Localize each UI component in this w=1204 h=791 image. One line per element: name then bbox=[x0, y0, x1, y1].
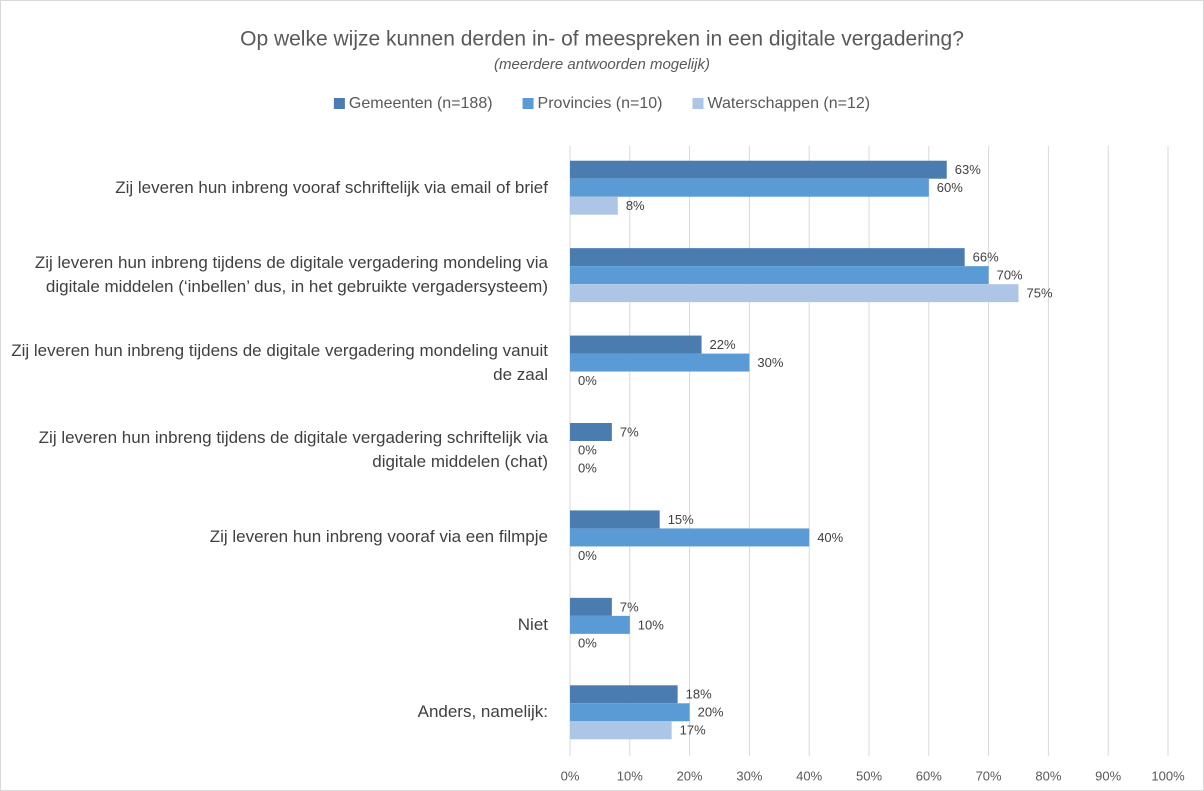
x-tick-label: 80% bbox=[1035, 768, 1061, 783]
data-label: 63% bbox=[955, 162, 981, 177]
data-label: 7% bbox=[620, 599, 639, 614]
chart-title: Op welke wijze kunnen derden in- of mees… bbox=[240, 28, 964, 51]
bar bbox=[570, 721, 672, 740]
bar bbox=[570, 703, 690, 722]
data-label: 75% bbox=[1027, 286, 1053, 301]
legend-label: Provincies (n=10) bbox=[538, 95, 663, 112]
x-tick-label: 50% bbox=[856, 768, 882, 783]
chart-subtitle: (meerdere antwoorden mogelijk) bbox=[494, 56, 710, 73]
bar bbox=[570, 353, 750, 372]
data-label: 17% bbox=[680, 723, 706, 738]
data-label: 18% bbox=[686, 687, 712, 702]
data-label: 40% bbox=[817, 530, 843, 545]
data-label: 20% bbox=[698, 705, 724, 720]
legend-swatch bbox=[692, 98, 704, 109]
category-label: Zij leveren hun inbreng vooraf via een f… bbox=[209, 527, 548, 547]
bar bbox=[570, 284, 1019, 303]
x-tick-label: 30% bbox=[736, 768, 762, 783]
x-tick-label: 60% bbox=[916, 768, 942, 783]
data-label: 7% bbox=[620, 424, 639, 439]
category-label: Niet bbox=[517, 614, 548, 634]
bar bbox=[570, 423, 612, 441]
legend-swatch bbox=[333, 98, 345, 109]
x-tick-label: 0% bbox=[561, 768, 580, 783]
category-label: Zij leveren hun inbreng vooraf schriftel… bbox=[115, 177, 548, 197]
bar bbox=[570, 685, 678, 704]
data-label: 10% bbox=[638, 617, 664, 632]
data-label: 0% bbox=[578, 373, 597, 388]
data-label: 8% bbox=[626, 198, 645, 213]
bar bbox=[570, 178, 929, 197]
data-label: 60% bbox=[937, 180, 963, 195]
bar bbox=[570, 335, 702, 354]
bar bbox=[570, 615, 630, 634]
category-label: Zij leveren hun inbreng tijdens de digit… bbox=[38, 428, 548, 471]
bar bbox=[570, 160, 947, 179]
legend-label: Gemeenten (n=188) bbox=[349, 95, 493, 112]
data-label: 15% bbox=[668, 512, 694, 527]
bar bbox=[570, 248, 965, 267]
x-tick-label: 40% bbox=[796, 768, 822, 783]
data-label: 30% bbox=[757, 355, 783, 370]
data-label: 0% bbox=[578, 635, 597, 650]
x-tick-label: 90% bbox=[1095, 768, 1121, 783]
category-label: Zij leveren hun inbreng tijdens de digit… bbox=[34, 253, 548, 297]
data-label: 0% bbox=[578, 442, 597, 457]
bar bbox=[570, 196, 618, 215]
legend-swatch bbox=[522, 98, 534, 109]
data-label: 0% bbox=[578, 548, 597, 563]
data-label: 70% bbox=[997, 268, 1023, 283]
data-label: 0% bbox=[578, 460, 597, 475]
category-label: Zij leveren hun inbreng tijdens de digit… bbox=[11, 340, 548, 384]
data-label: 66% bbox=[973, 250, 999, 265]
bar bbox=[570, 266, 989, 285]
bar bbox=[570, 528, 810, 547]
bar bbox=[570, 597, 612, 616]
x-tick-label: 10% bbox=[617, 768, 643, 783]
data-label: 22% bbox=[710, 337, 736, 352]
category-label: Anders, namelijk: bbox=[417, 702, 548, 722]
x-tick-label: 100% bbox=[1151, 768, 1185, 783]
legend-label: Waterschappen (n=12) bbox=[708, 95, 871, 112]
bar bbox=[570, 510, 660, 529]
x-tick-label: 70% bbox=[976, 768, 1002, 783]
x-tick-label: 20% bbox=[677, 768, 703, 783]
